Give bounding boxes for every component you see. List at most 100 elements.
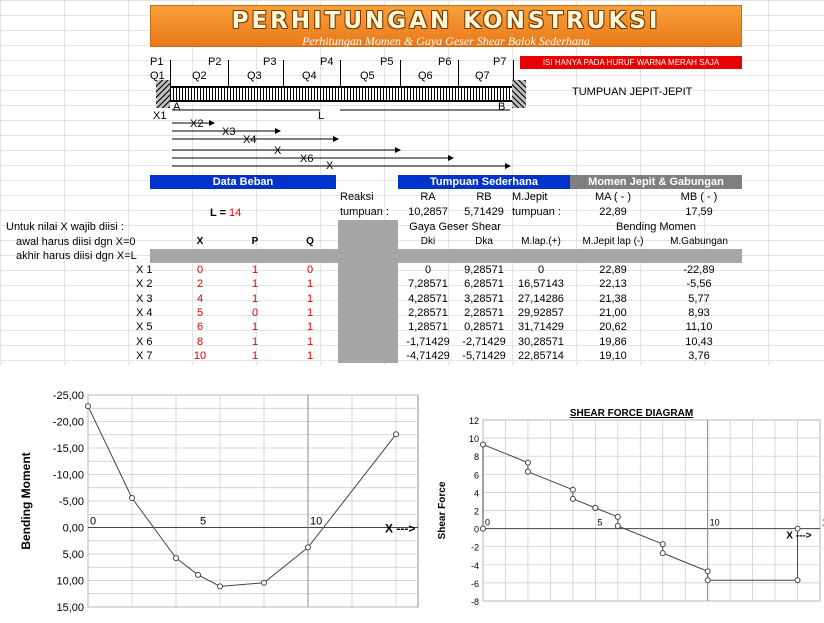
y-tick-label: 0,00	[63, 523, 84, 535]
table-cell-dka: 2,28571	[464, 306, 504, 319]
table-cell-x[interactable]: 10	[193, 349, 207, 362]
table-cell-mgab: 5,77	[688, 292, 710, 305]
ma-value: 22,89	[599, 206, 627, 218]
load-q-label: Q4	[302, 70, 317, 82]
data-point	[524, 459, 531, 466]
y-tick-label: 15,00	[56, 602, 84, 614]
beam-body	[170, 86, 512, 102]
table-cell-x[interactable]: 0	[196, 264, 204, 276]
table-cell-q[interactable]: 1	[306, 292, 314, 305]
input-notice: ISI HANYA PADA HURUF WARNA MERAH SAJA	[520, 56, 742, 69]
table-cell-dka: 6,28571	[464, 278, 504, 291]
data-point	[480, 525, 486, 532]
x4-label: X4	[243, 134, 257, 146]
table-cell-x[interactable]: 4	[196, 292, 204, 305]
data-point	[569, 486, 576, 493]
x-tick-label: 10	[310, 516, 322, 528]
table-cell-mlap: 27,14286	[518, 292, 564, 305]
x-tick-label: 0	[485, 518, 490, 528]
mb-value: 17,59	[685, 206, 713, 218]
table-cell-dka: 3,28571	[464, 292, 504, 305]
table-cell-p[interactable]: 1	[251, 264, 259, 276]
col-mjepitlap: M.Jepit lap (-)	[582, 236, 644, 247]
x-tick-label: 15	[822, 518, 824, 528]
table-cell-dka: -2,71429	[462, 335, 506, 348]
table-cell-p[interactable]: 1	[251, 349, 259, 362]
table-cell-mjl: 21,00	[599, 306, 627, 319]
data-point	[659, 541, 666, 548]
table-cell-p[interactable]: 1	[251, 335, 259, 348]
table-cell-p[interactable]: 0	[251, 306, 259, 319]
table-cell-x[interactable]: 8	[196, 335, 204, 348]
ra-label: RA	[420, 191, 436, 203]
y-tick-label: 8	[474, 452, 479, 462]
table-cell-mlap: 30,28571	[518, 335, 564, 348]
table-cell-p[interactable]: 1	[251, 278, 259, 291]
load-q-label: Q6	[418, 70, 433, 82]
table-cell-p[interactable]: 1	[251, 292, 259, 305]
table-cell-mjl: 22,13	[599, 278, 627, 291]
y-tick-label: -25,00	[53, 390, 84, 402]
table-cell-dki: 1,28571	[408, 321, 448, 334]
table-cell-id: X 1	[136, 264, 153, 276]
mb-label: MB ( - )	[680, 191, 718, 203]
table-cell-q[interactable]: 1	[306, 335, 314, 348]
y-tick-label: -8	[471, 597, 479, 607]
table-cell-mgab: -5,56	[686, 278, 712, 291]
table-cell-id: X 2	[136, 278, 153, 291]
table-cell-q[interactable]: 0	[306, 264, 314, 276]
col-dki: Dki	[420, 236, 436, 247]
y-tick-label: 10	[469, 434, 479, 444]
y-tick-label: 4	[474, 488, 479, 498]
ra-value: 10,2857	[408, 206, 448, 218]
table-cell-q[interactable]: 1	[306, 349, 314, 362]
table-cell-q[interactable]: 1	[306, 306, 314, 319]
y-tick-label: -20,00	[53, 417, 84, 429]
x-axis-label: X --->	[385, 522, 415, 536]
table-cell-x[interactable]: 5	[196, 306, 204, 319]
note-1: Untuk nilai X wajib diisi :	[6, 221, 124, 233]
table-cell-mgab: 10,43	[685, 335, 713, 348]
length-input[interactable]: 14	[229, 207, 242, 219]
col-x: X	[196, 236, 204, 247]
table-cell-dki: 2,28571	[408, 306, 448, 319]
note-3: akhir harus diisi dgn X=L	[16, 250, 137, 262]
load-arrow	[283, 60, 284, 86]
bending-header: Bending Momen	[615, 221, 697, 233]
table-cell-q[interactable]: 1	[306, 321, 314, 334]
load-q-label: Q2	[192, 70, 207, 82]
load-p-label: P3	[263, 56, 277, 68]
table-cell-id: X 6	[136, 335, 153, 348]
data-point	[305, 544, 311, 551]
col-mlap: M.lap.(+)	[521, 236, 561, 247]
x5-label: X	[274, 145, 282, 157]
x6-label: X6	[300, 153, 314, 165]
table-cell-q[interactable]: 1	[306, 278, 314, 291]
banner-subtitle: Perhitungan Momen & Gaya Geser Shear Bal…	[302, 34, 590, 48]
x-tick-label: 0	[90, 516, 96, 528]
load-p-label: P1	[150, 56, 164, 68]
table-cell-mjl: 20,62	[599, 321, 627, 334]
momen-header: Momen Jepit & Gabungan	[570, 175, 742, 189]
note-2: awal harus diisi dgn X=0	[16, 236, 136, 248]
table-cell-x[interactable]: 2	[196, 278, 204, 291]
y-tick-label: 5,00	[63, 549, 84, 561]
y-tick-label: 6	[474, 470, 479, 480]
y-tick-label: -6	[471, 579, 479, 589]
table-cell-p[interactable]: 1	[251, 321, 259, 334]
table-cell-dki: 7,28571	[408, 278, 448, 291]
load-q-label: Q1	[150, 70, 165, 82]
load-q-label: Q3	[247, 70, 262, 82]
table-cell-mjl: 19,86	[599, 335, 627, 348]
table-cell-mgab: -22,89	[683, 264, 715, 276]
table-cell-dki: 0	[424, 264, 432, 276]
end-b-label: B	[498, 101, 506, 113]
data-point	[195, 571, 201, 578]
load-p-label: P2	[208, 56, 222, 68]
gaya-geser-header: Gaya Geser Shear	[409, 221, 501, 233]
support-type: TUMPUAN JEPIT-JEPIT	[572, 86, 693, 98]
load-arrow	[513, 60, 514, 86]
gray-column	[338, 220, 398, 363]
table-cell-x[interactable]: 6	[196, 321, 204, 334]
